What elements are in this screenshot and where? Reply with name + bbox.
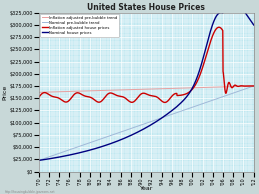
Inflation adjusted pre-bubble trend: [37, 91, 40, 94]
Inflation adjusted house prices: [168, 98, 171, 100]
Nominal pre-bubble trend: [37, 159, 40, 162]
Nominal house prices: [37, 159, 40, 162]
Inflation adjusted pre-bubble trend: [252, 85, 255, 87]
Inflation adjusted pre-bubble trend: [222, 86, 225, 88]
Legend: Inflation adjusted pre-bubble trend, Nominal pre-bubble trend, Inflation adjuste: Inflation adjusted pre-bubble trend, Nom…: [40, 14, 119, 36]
Nominal house prices: [162, 116, 165, 118]
Nominal house prices: [51, 157, 54, 159]
Text: http://housingbubble.jparsons.net: http://housingbubble.jparsons.net: [5, 190, 56, 194]
Inflation adjusted pre-bubble trend: [200, 86, 203, 89]
Line: Nominal house prices: Nominal house prices: [39, 0, 254, 160]
Nominal pre-bubble trend: [252, 85, 255, 87]
Inflation adjusted house prices: [223, 83, 226, 86]
Nominal house prices: [200, 62, 203, 64]
Inflation adjusted house prices: [162, 101, 165, 103]
Nominal house prices: [252, 24, 255, 26]
Inflation adjusted pre-bubble trend: [168, 87, 171, 90]
Nominal house prices: [222, 0, 225, 2]
Inflation adjusted pre-bubble trend: [162, 87, 165, 90]
Inflation adjusted house prices: [218, 26, 221, 28]
Line: Inflation adjusted pre-bubble trend: Inflation adjusted pre-bubble trend: [39, 86, 254, 92]
Inflation adjusted pre-bubble trend: [51, 91, 54, 93]
Inflation adjusted house prices: [252, 85, 255, 87]
Nominal pre-bubble trend: [51, 155, 54, 157]
Inflation adjusted house prices: [37, 96, 40, 98]
Nominal pre-bubble trend: [168, 114, 171, 116]
Nominal house prices: [168, 111, 171, 114]
Nominal pre-bubble trend: [200, 103, 203, 105]
X-axis label: Year: Year: [140, 186, 153, 191]
Nominal pre-bubble trend: [222, 95, 225, 98]
Line: Nominal pre-bubble trend: Nominal pre-bubble trend: [39, 86, 254, 160]
Title: United States House Prices: United States House Prices: [87, 3, 205, 12]
Line: Inflation adjusted house prices: Inflation adjusted house prices: [39, 27, 254, 102]
Nominal pre-bubble trend: [174, 112, 177, 114]
Inflation adjusted pre-bubble trend: [174, 87, 177, 89]
Inflation adjusted house prices: [51, 95, 54, 97]
Inflation adjusted house prices: [174, 92, 177, 95]
Nominal pre-bubble trend: [162, 116, 165, 118]
Nominal house prices: [174, 106, 177, 109]
Inflation adjusted house prices: [163, 101, 167, 104]
Y-axis label: Price: Price: [3, 84, 8, 100]
Inflation adjusted house prices: [200, 68, 204, 70]
